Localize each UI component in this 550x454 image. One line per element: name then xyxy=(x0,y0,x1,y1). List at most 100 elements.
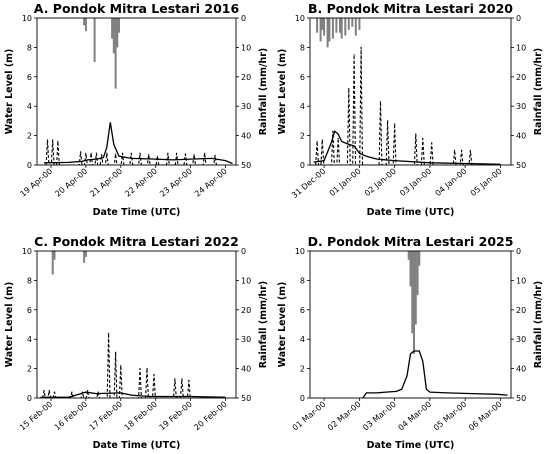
water-level-dashed-peak xyxy=(387,120,389,122)
x-tick-label: 16 Feb-00 xyxy=(53,400,89,433)
y2-tick-label: 10 xyxy=(241,276,251,285)
water-level-dashed-peak xyxy=(46,139,49,141)
y-tick-label: 4 xyxy=(27,102,32,111)
rainfall-bar xyxy=(323,18,326,36)
rainfall-bar xyxy=(413,251,415,354)
y-tick-label: 4 xyxy=(300,335,305,344)
water-level-dashed-peak xyxy=(87,390,89,392)
x-tick-label: 20 Apr-00 xyxy=(53,167,89,199)
y-tick-label: 0 xyxy=(300,394,305,403)
x-tick-label: 21 Apr-00 xyxy=(88,167,124,199)
y-tick-label: 2 xyxy=(27,365,32,374)
y2-tick-label: 0 xyxy=(241,14,246,23)
y-tick-label: 2 xyxy=(300,365,305,374)
water-level-dashed-peak xyxy=(176,152,178,154)
y2-tick-label: 10 xyxy=(516,276,526,285)
x-tick-label: 23 Apr-00 xyxy=(158,167,194,199)
y-tick-label: 2 xyxy=(300,132,305,141)
y2-tick-label: 20 xyxy=(241,73,251,82)
water-level-dashed-peak xyxy=(53,391,56,393)
y-tick-label: 8 xyxy=(27,276,32,285)
y2-axis-label: Rainfall (mm/hr) xyxy=(533,281,544,369)
rainfall-bar xyxy=(83,18,86,26)
water-level-dashed-peak xyxy=(415,133,417,135)
water-level-dashed-line xyxy=(42,333,191,398)
rainfall-bar xyxy=(93,18,96,63)
y2-axis-label: Rainfall (mm/hr) xyxy=(258,48,269,136)
x-tick-label: 24 Apr-00 xyxy=(193,167,229,199)
rainfall-bar xyxy=(358,18,361,30)
y2-tick-label: 0 xyxy=(516,14,521,23)
water-level-dashed-peak xyxy=(52,139,54,141)
water-level-dashed-peak xyxy=(115,153,117,155)
panel-title: D. Pondok Mitra Lestari 2025 xyxy=(308,234,514,249)
x-tick-label: 17 Feb-00 xyxy=(88,400,124,433)
water-level-dashed-peak xyxy=(156,155,158,157)
water-level-dashed-peak xyxy=(360,46,362,49)
plot-frame xyxy=(36,17,237,166)
y-tick-label: 4 xyxy=(300,102,305,111)
rainfall-bar xyxy=(351,18,354,27)
rainfall-bar xyxy=(319,18,322,42)
water-level-dashed-peak xyxy=(130,152,132,154)
y-axis-label: Water Level (m) xyxy=(4,49,15,135)
y-tick-label: 2 xyxy=(27,132,32,141)
rainfall-bar xyxy=(418,251,421,266)
rainfall-bar xyxy=(411,251,414,334)
x-axis-label: Date Time (UTC) xyxy=(93,207,181,218)
y2-tick-label: 40 xyxy=(241,132,251,141)
rainfall-bar xyxy=(321,18,324,30)
x-tick-label: 04 Mar-00 xyxy=(396,400,433,433)
rainfall-bar xyxy=(112,18,115,54)
water-level-dashed-peak xyxy=(454,149,456,151)
rainfall-bar xyxy=(414,251,417,325)
water-level-dashed-peak xyxy=(115,351,117,353)
y2-tick-label: 50 xyxy=(241,394,251,403)
x-tick-label: 22 Apr-00 xyxy=(123,167,159,199)
x-tick-label: 20 Feb-00 xyxy=(192,400,228,433)
x-tick-label: 05 Jan-00 xyxy=(469,167,504,198)
water-level-dashed-peak xyxy=(431,142,433,144)
y2-tick-label: 0 xyxy=(516,247,521,256)
water-level-dashed-peak xyxy=(321,139,323,141)
rainfall-bar xyxy=(347,18,350,30)
x-tick-label: 15 Feb-00 xyxy=(18,400,54,433)
x-axis-label: Date Time (UTC) xyxy=(367,440,455,451)
y2-tick-label: 20 xyxy=(241,306,251,315)
water-level-dashed-line xyxy=(315,47,473,165)
water-level-dashed-peak xyxy=(95,152,97,154)
y-tick-label: 8 xyxy=(300,43,305,52)
x-tick-label: 01 Jan-00 xyxy=(328,167,363,198)
rainfall-bar xyxy=(331,18,334,39)
water-level-dashed-peak xyxy=(181,378,183,380)
water-level-solid-line xyxy=(362,350,508,398)
rainfall-bar xyxy=(111,18,114,39)
y2-tick-label: 10 xyxy=(241,43,251,52)
y2-tick-label: 30 xyxy=(516,102,526,111)
y2-tick-label: 50 xyxy=(516,394,526,403)
y-tick-label: 10 xyxy=(295,14,305,23)
rainfall-bar xyxy=(84,18,87,32)
x-tick-label: 03 Jan-00 xyxy=(398,167,433,198)
y2-tick-label: 30 xyxy=(516,335,526,344)
x-tick-label: 01 Mar-00 xyxy=(291,400,328,433)
y-tick-label: 8 xyxy=(27,43,32,52)
water-level-dashed-peak xyxy=(188,379,190,381)
water-level-solid-line xyxy=(43,122,233,165)
y-tick-label: 6 xyxy=(27,73,32,82)
rainfall-bar xyxy=(409,251,412,287)
rainfall-bar xyxy=(316,18,319,33)
rainfall-bar xyxy=(416,251,419,296)
rainfall-bar xyxy=(328,18,331,42)
y2-tick-label: 10 xyxy=(516,43,526,52)
y-tick-label: 10 xyxy=(22,14,32,23)
water-level-dashed-peak xyxy=(120,365,122,367)
y2-tick-label: 30 xyxy=(241,102,251,111)
water-level-dashed-peak xyxy=(337,137,339,140)
y2-axis-label: Rainfall (mm/hr) xyxy=(533,48,544,136)
rainfall-bar xyxy=(407,251,410,260)
y-tick-label: 10 xyxy=(295,247,305,256)
y2-tick-label: 40 xyxy=(516,132,526,141)
